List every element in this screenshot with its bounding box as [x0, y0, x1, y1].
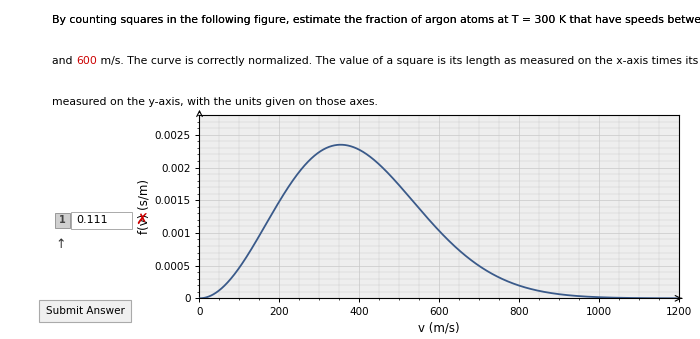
Text: 0.111: 0.111: [76, 215, 108, 225]
Text: m/s. The curve is correctly normalized. The value of a square is its length as m: m/s. The curve is correctly normalized. …: [97, 56, 700, 66]
Text: ✗: ✗: [135, 213, 148, 227]
Text: measured on the y-axis, with the units given on those axes.: measured on the y-axis, with the units g…: [52, 97, 379, 106]
Text: 600: 600: [76, 56, 97, 66]
X-axis label: v (m/s): v (m/s): [419, 321, 460, 335]
Text: By counting squares in the following figure, estimate the fraction of argon atom: By counting squares in the following fig…: [52, 15, 700, 25]
FancyBboxPatch shape: [71, 212, 132, 228]
Text: Submit Answer: Submit Answer: [46, 306, 125, 316]
Text: 1: 1: [59, 215, 65, 225]
Text: ↑: ↑: [55, 239, 66, 252]
FancyBboxPatch shape: [55, 213, 69, 227]
Text: and: and: [52, 56, 76, 66]
Text: By counting squares in the following figure, estimate the fraction of argon atom: By counting squares in the following fig…: [52, 15, 700, 25]
Y-axis label: f(v) (s/m): f(v) (s/m): [137, 179, 150, 234]
FancyBboxPatch shape: [39, 300, 131, 322]
